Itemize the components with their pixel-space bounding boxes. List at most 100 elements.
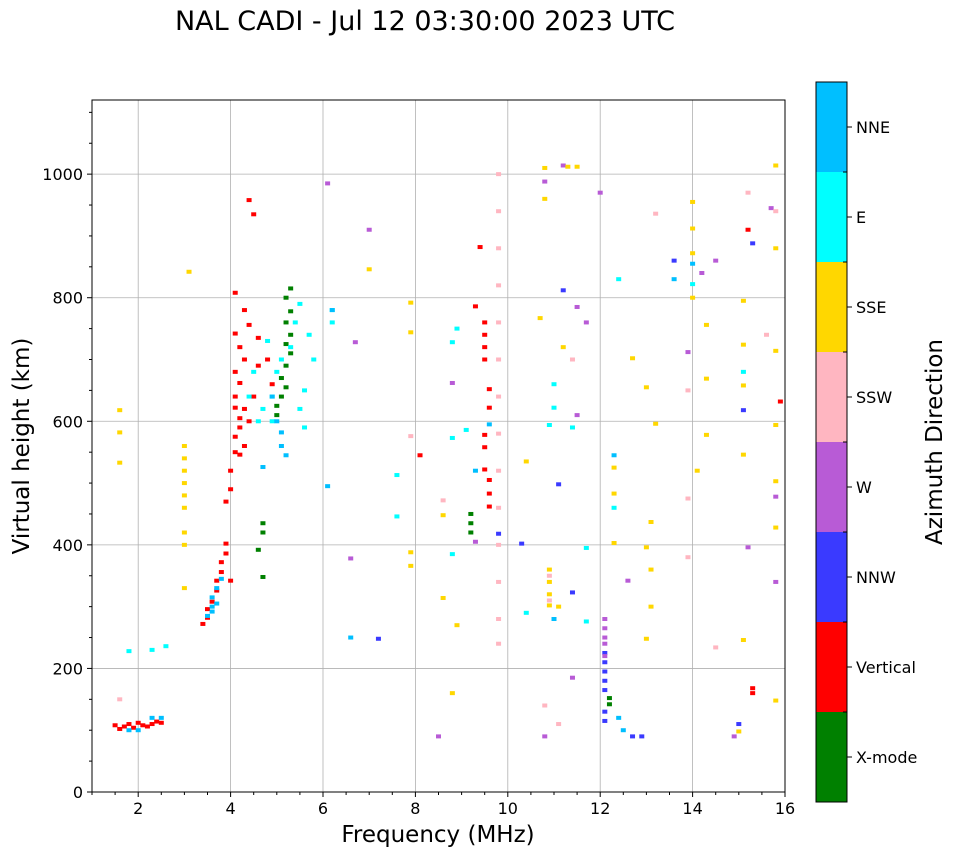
data-point-sse (117, 408, 123, 413)
data-point-vertical (241, 357, 247, 362)
data-point-ssw (496, 468, 502, 473)
data-point-w (542, 734, 548, 739)
colorbar-segment (816, 352, 847, 442)
colorbar-tick-label: X-mode (856, 748, 917, 767)
data-point-sse (773, 163, 779, 168)
data-point-sse (643, 636, 649, 641)
data-point-sse (440, 595, 446, 600)
data-point-nne (472, 468, 478, 473)
data-point-ssw (556, 722, 562, 727)
colorbar-tick-label: NNE (856, 118, 890, 137)
y-tick-label: 600 (52, 412, 83, 431)
data-point-w (602, 617, 608, 621)
y-tick-label: 400 (52, 536, 83, 555)
data-point-sse (773, 479, 779, 484)
data-point-sse (643, 545, 649, 550)
data-point-vertical (777, 399, 783, 404)
data-point-ssw (713, 645, 719, 650)
data-point-vertical (486, 477, 492, 482)
data-point-x-mode (283, 363, 289, 368)
data-point-nne (690, 261, 696, 266)
data-point-w (597, 190, 603, 195)
data-point-ssw (496, 542, 502, 547)
data-point-x-mode (606, 696, 612, 701)
data-point-x-mode (288, 332, 294, 337)
data-point-x-mode (278, 394, 284, 399)
data-point-vertical (251, 212, 257, 217)
data-point-w (574, 413, 580, 418)
data-point-sse (181, 444, 187, 448)
data-point-sse (740, 638, 746, 643)
data-point-sse (630, 356, 636, 361)
data-point-w (583, 320, 589, 325)
colorbar-segment (816, 172, 847, 262)
data-point-nnw (602, 718, 608, 723)
data-point-e (394, 473, 400, 478)
data-point-w (773, 579, 779, 584)
data-point-w (569, 675, 575, 680)
data-point-sse (653, 421, 659, 426)
data-point-vertical (140, 723, 146, 728)
data-point-sse (611, 541, 617, 546)
data-point-vertical (232, 434, 238, 439)
data-point-w (348, 556, 354, 561)
data-point-e (690, 282, 696, 287)
data-point-nnw (630, 734, 636, 739)
data-point-vertical (228, 468, 234, 473)
data-point-nne (620, 728, 626, 733)
chart-title: NAL CADI - Jul 12 03:30:00 2023 UTC (174, 6, 676, 37)
data-point-e (302, 425, 308, 430)
data-point-nne (209, 595, 215, 600)
data-point-ssw (496, 172, 502, 177)
data-point-nne (260, 465, 266, 470)
data-point-x-mode (274, 413, 280, 418)
data-point-sse (736, 729, 742, 734)
data-point-vertical (482, 357, 488, 362)
data-point-ssw (496, 505, 502, 510)
data-point-sse (773, 525, 779, 530)
data-point-w (325, 181, 331, 186)
data-point-x-mode (288, 309, 294, 314)
data-point-e (583, 619, 589, 624)
data-point-vertical (237, 425, 243, 430)
data-point-vertical (214, 578, 220, 583)
x-tick-label: 4 (226, 799, 236, 818)
data-point-sse (546, 579, 552, 584)
data-point-x-mode (288, 351, 294, 356)
data-point-sse (690, 295, 696, 300)
data-point-sse (408, 550, 414, 555)
data-point-sse (648, 519, 654, 524)
data-point-nne (135, 728, 141, 733)
x-tick-label: 2 (133, 799, 143, 818)
data-point-sse (773, 246, 779, 251)
y-tick-label: 200 (52, 659, 83, 678)
data-point-w (602, 635, 608, 640)
data-point-sse (181, 505, 187, 510)
data-point-x-mode (288, 286, 294, 291)
data-point-x-mode (255, 547, 261, 552)
data-point-w (773, 494, 779, 499)
data-point-e (463, 427, 469, 432)
data-point-vertical (237, 380, 243, 385)
data-point-nnw (740, 408, 746, 413)
data-point-vertical (246, 419, 252, 424)
data-point-vertical (232, 331, 238, 336)
colorbar-tick-label: SSE (856, 298, 886, 317)
data-point-sse (181, 468, 187, 473)
data-point-e (311, 357, 317, 362)
data-point-sse (648, 567, 654, 572)
data-point-sse (181, 456, 187, 461)
data-point-nnw (496, 531, 502, 536)
data-point-sse (690, 199, 696, 204)
data-point-nnw (602, 709, 608, 714)
data-point-vertical (112, 723, 118, 728)
data-point-nne (209, 609, 215, 614)
data-point-nne (611, 453, 617, 458)
data-point-sse (690, 251, 696, 256)
data-point-vertical (482, 445, 488, 450)
data-point-vertical (218, 570, 224, 575)
data-point-sse (546, 603, 552, 608)
colorbar-tick-label: E (856, 208, 866, 227)
data-point-vertical (154, 719, 160, 724)
colorbar-segment (816, 82, 847, 172)
